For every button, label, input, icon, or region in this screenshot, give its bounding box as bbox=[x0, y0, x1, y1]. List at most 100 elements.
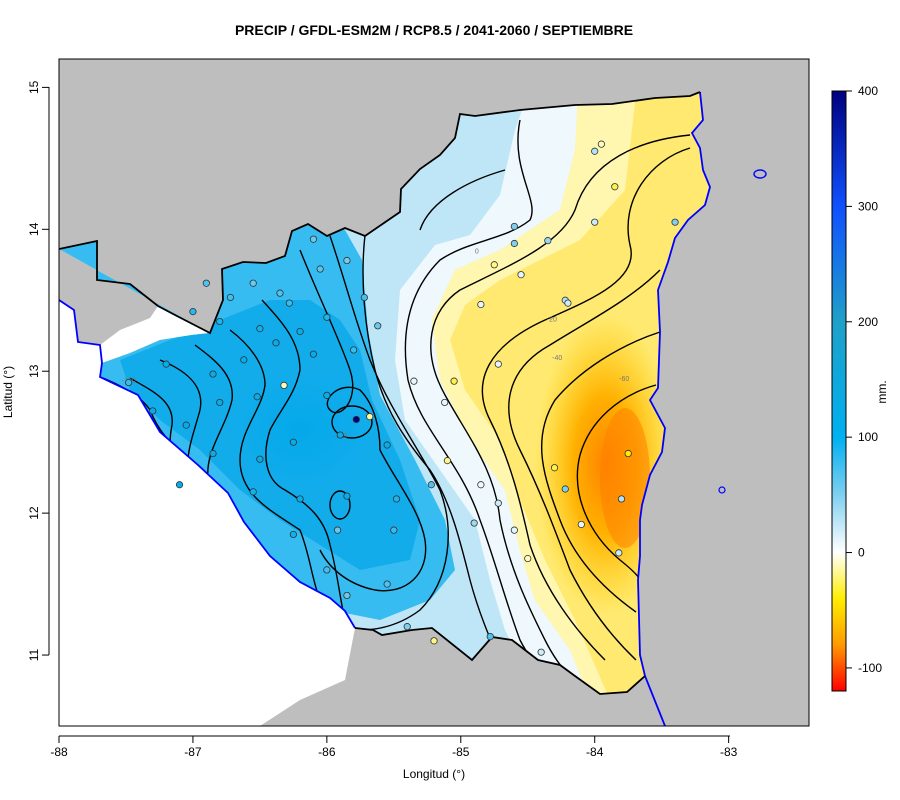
station-marker bbox=[510, 239, 518, 248]
colorbar-tick-label: 300 bbox=[858, 199, 878, 213]
station-marker bbox=[450, 377, 458, 385]
x-tick-label: -85 bbox=[452, 745, 470, 759]
station-marker bbox=[240, 356, 248, 364]
station-marker bbox=[289, 438, 297, 446]
station-marker bbox=[550, 464, 559, 472]
station-marker bbox=[333, 526, 342, 534]
station-marker bbox=[125, 378, 133, 387]
station-marker bbox=[486, 632, 494, 641]
station-marker bbox=[209, 449, 217, 458]
station-marker bbox=[383, 441, 391, 449]
colorbar-tick-label: -100 bbox=[858, 661, 882, 675]
station-marker bbox=[561, 485, 569, 493]
y-axis-title: Latitud (°) bbox=[1, 366, 15, 418]
station-marker bbox=[544, 237, 552, 245]
station-marker bbox=[323, 391, 331, 399]
station-marker bbox=[296, 327, 304, 336]
station-marker bbox=[209, 370, 217, 378]
station-marker bbox=[285, 299, 293, 307]
station-marker bbox=[671, 218, 679, 226]
y-tick-label: 14 bbox=[27, 222, 41, 236]
station-marker bbox=[323, 566, 331, 574]
station-marker bbox=[343, 492, 351, 500]
station-marker bbox=[564, 299, 572, 307]
station-marker bbox=[309, 350, 318, 358]
station-marker bbox=[366, 413, 374, 421]
y-tick-label: 11 bbox=[27, 648, 41, 661]
station-marker bbox=[427, 481, 435, 489]
colorbar bbox=[831, 90, 847, 692]
station-marker bbox=[189, 308, 197, 316]
station-marker bbox=[517, 271, 525, 279]
station-marker bbox=[477, 481, 485, 489]
neighbour-land-south bbox=[260, 628, 665, 726]
neighbour-land-gulf-fonseca bbox=[59, 241, 158, 345]
station-marker bbox=[494, 360, 502, 368]
station-marker bbox=[216, 398, 224, 407]
colorbar-tick-label: 100 bbox=[858, 430, 878, 444]
station-marker bbox=[617, 495, 626, 503]
country-border bbox=[59, 91, 701, 335]
station-marker bbox=[256, 325, 264, 333]
island bbox=[753, 169, 767, 179]
colorbar-tick-label: 0 bbox=[858, 546, 865, 560]
station-marker bbox=[403, 623, 411, 631]
station-marker bbox=[383, 580, 391, 588]
station-marker bbox=[430, 637, 438, 645]
contour-label: -40 bbox=[552, 355, 562, 362]
y-tick-label: 12 bbox=[27, 506, 41, 520]
station-marker bbox=[350, 346, 358, 354]
station-marker bbox=[226, 293, 235, 302]
station-marker bbox=[624, 449, 632, 458]
y-axis: 11 12 13 14 15 bbox=[27, 80, 50, 661]
station-marker bbox=[591, 147, 599, 155]
station-marker bbox=[591, 218, 599, 226]
colorbar-tick-label: 400 bbox=[858, 84, 878, 98]
neighbour-land-north bbox=[59, 59, 809, 333]
x-axis: -88 -87 -86 -85 -84 -83 bbox=[50, 735, 738, 759]
station-marker bbox=[374, 322, 382, 330]
station-marker bbox=[611, 183, 619, 191]
station-marker bbox=[202, 279, 210, 287]
contour-label: -60 bbox=[619, 376, 629, 383]
station-marker bbox=[280, 381, 288, 390]
station-marker bbox=[443, 457, 451, 465]
station-marker bbox=[296, 495, 304, 503]
station-marker bbox=[390, 526, 398, 534]
contour-label: 0 bbox=[475, 248, 479, 255]
coastline-pacific bbox=[59, 299, 356, 629]
contour-label: -20 bbox=[547, 317, 557, 324]
colorbar-title: mm. bbox=[875, 380, 889, 403]
station-marker bbox=[309, 235, 318, 243]
y-tick-label: 15 bbox=[27, 80, 41, 94]
station-marker bbox=[289, 530, 297, 539]
station-marker bbox=[352, 415, 360, 424]
field-band-white bbox=[395, 92, 600, 694]
station-marker bbox=[256, 455, 264, 463]
station-marker bbox=[577, 520, 585, 529]
station-marker bbox=[477, 300, 485, 309]
y-tick-label: 13 bbox=[27, 364, 41, 378]
station-marker bbox=[470, 519, 478, 527]
station-marker bbox=[343, 591, 351, 600]
station-marker bbox=[175, 481, 184, 489]
field-band-pale-yellow bbox=[432, 92, 640, 694]
station-marker bbox=[510, 222, 518, 231]
station-marker bbox=[272, 339, 280, 347]
x-tick-label: -83 bbox=[720, 745, 738, 759]
island bbox=[718, 486, 726, 494]
station-marker bbox=[392, 495, 401, 503]
neighbour-land-east-edge bbox=[638, 59, 809, 726]
station-marker bbox=[343, 256, 351, 265]
x-tick-label: -84 bbox=[586, 745, 604, 759]
coastline bbox=[637, 91, 711, 726]
station-marker bbox=[249, 279, 257, 287]
station-marker bbox=[216, 317, 224, 326]
station-marker bbox=[490, 261, 498, 269]
station-marker bbox=[441, 398, 449, 407]
colorbar-tick-label: 200 bbox=[858, 315, 878, 329]
x-tick-label: -86 bbox=[318, 745, 336, 759]
country-border-south bbox=[354, 627, 646, 695]
station-marker bbox=[182, 421, 190, 429]
